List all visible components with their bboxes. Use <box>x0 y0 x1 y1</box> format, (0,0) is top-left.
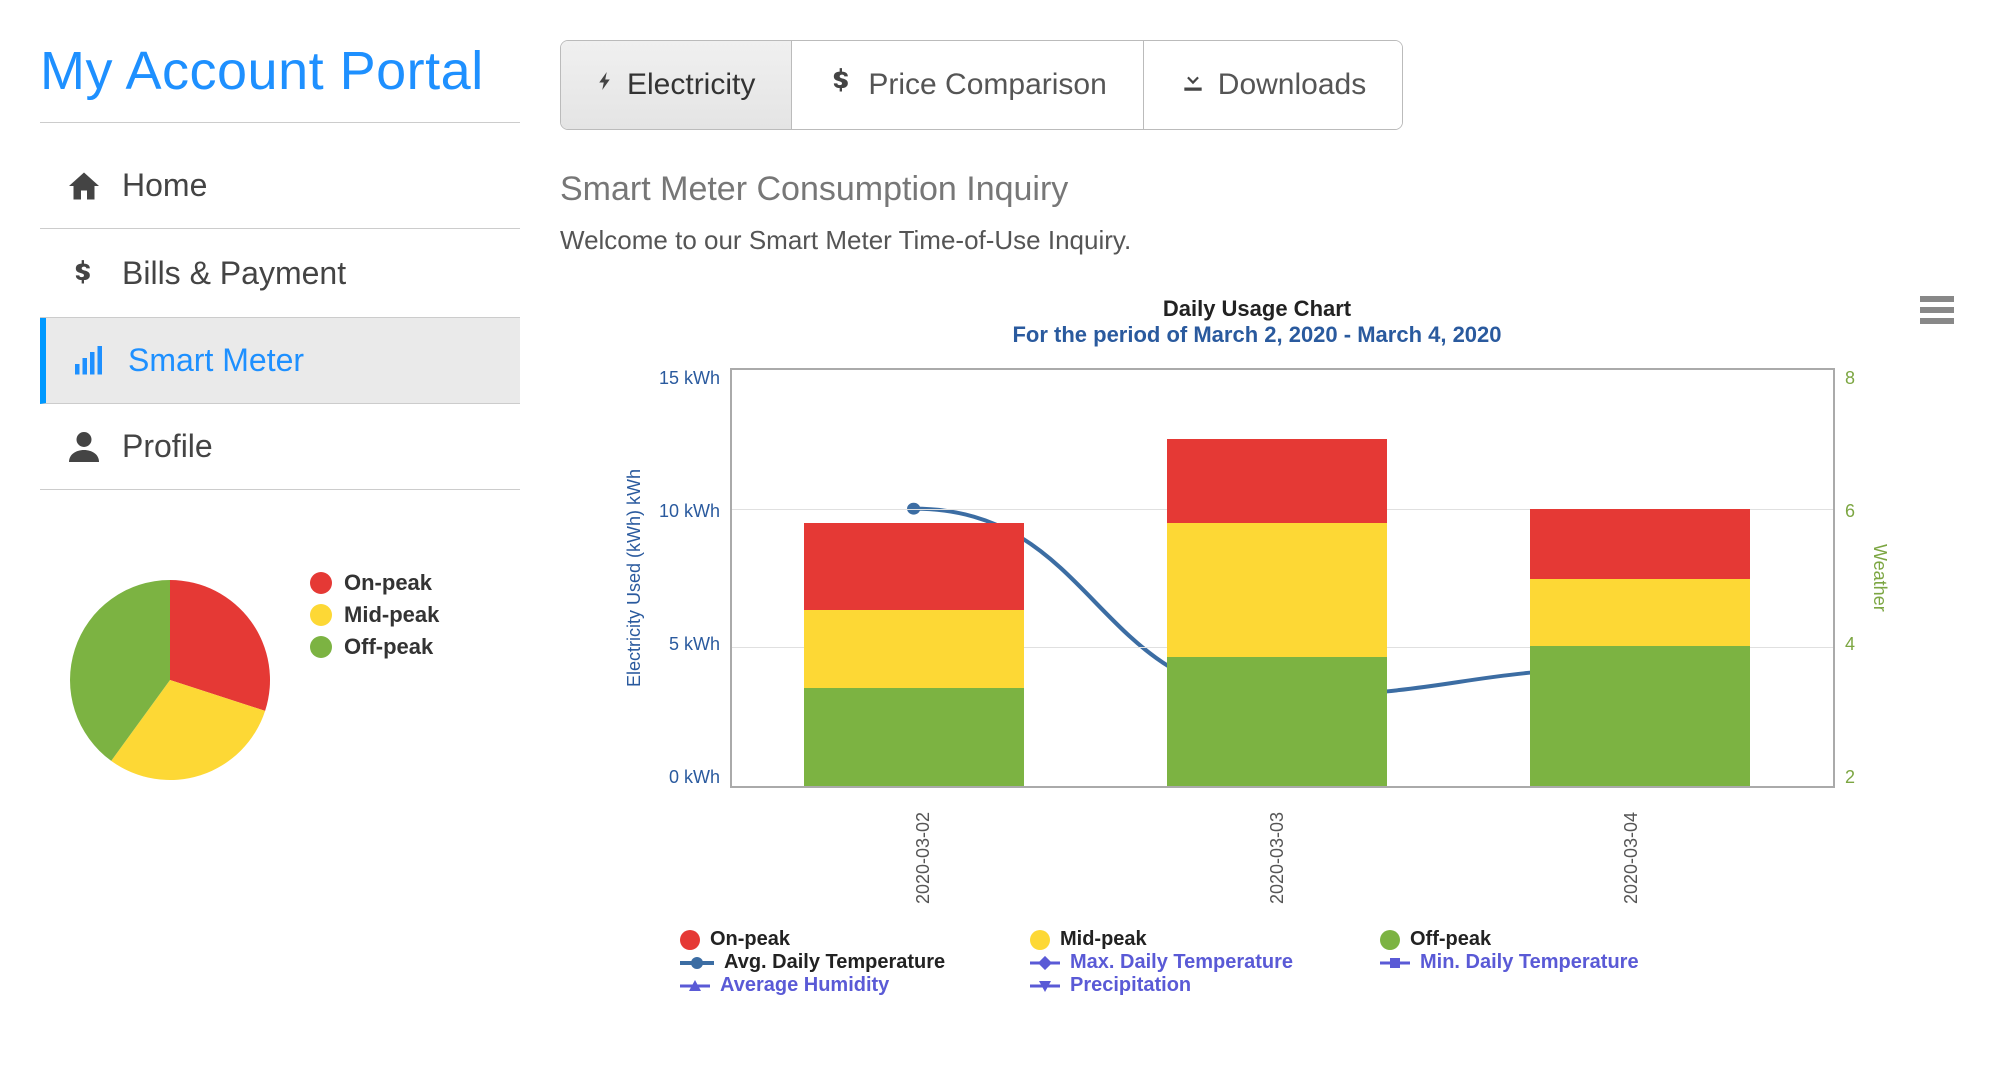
legend-label: On-peak <box>344 570 432 596</box>
x-label: 2020-03-04 <box>1571 681 1691 1035</box>
y-right-tick: 6 <box>1845 501 1855 522</box>
tab-label: Electricity <box>627 68 755 102</box>
x-label: 2020-03-03 <box>1217 681 1337 1035</box>
chart-menu-button[interactable] <box>1920 296 1954 329</box>
tab-price-comparison[interactable]: Price Comparison <box>792 41 1143 129</box>
y-left-tick: 15 kWh <box>659 368 720 389</box>
sidebar: My Account Portal Home Bills & Payment Sma… <box>40 40 520 997</box>
legend-label: Mid-peak <box>344 602 439 628</box>
bar-segment-mid-peak <box>1530 579 1750 646</box>
legend-label: Off-peak <box>344 634 433 660</box>
bolt-icon <box>597 66 615 104</box>
x-label: 2020-03-02 <box>863 681 983 1035</box>
pie-legend-item: Mid-peak <box>310 602 439 628</box>
legend-dot <box>310 604 332 626</box>
legend-label: Off-peak <box>1410 928 1491 951</box>
sidebar-item-bills-payment[interactable]: Bills & Payment <box>40 229 520 318</box>
y-right-tick: 4 <box>1845 634 1855 655</box>
x-axis-labels: 2020-03-022020-03-032020-03-04 <box>746 798 1808 918</box>
dollar-icon <box>64 253 104 293</box>
legend-label: Mid-peak <box>1060 928 1147 951</box>
bar-segment-mid-peak <box>804 610 1024 688</box>
bar-segment-on-peak <box>1530 509 1750 579</box>
bar-segment-on-peak <box>804 523 1024 610</box>
person-icon <box>64 429 104 465</box>
main-content: Electricity Price Comparison Downloads Sma… <box>560 40 1954 997</box>
tab-bar: Electricity Price Comparison Downloads <box>560 40 1403 130</box>
pie-legend: On-peak Mid-peak Off-peak <box>310 570 439 666</box>
bars-icon <box>70 343 110 379</box>
download-icon <box>1180 68 1206 102</box>
tab-label: Downloads <box>1218 68 1366 102</box>
pie-legend-item: On-peak <box>310 570 439 596</box>
dollar-icon <box>828 61 856 109</box>
nav-label: Home <box>122 167 207 204</box>
portal-title: My Account Portal <box>40 40 520 123</box>
y-right-tick: 8 <box>1845 368 1855 389</box>
pie-chart <box>60 570 280 790</box>
tab-label: Price Comparison <box>868 68 1106 102</box>
house-icon <box>64 168 104 204</box>
legend-dot <box>310 572 332 594</box>
nav-label: Profile <box>122 428 213 465</box>
chart-area: Daily Usage Chart For the period of Marc… <box>560 286 1954 997</box>
bar-segment-mid-peak <box>1167 523 1387 657</box>
sidebar-item-profile[interactable]: Profile <box>40 404 520 490</box>
y-left-tick: 5 kWh <box>659 634 720 655</box>
y-left-label: Electricity Used (kWh) kWh <box>620 368 649 788</box>
y-left-tick: 10 kWh <box>659 501 720 522</box>
sidebar-item-home[interactable]: Home <box>40 143 520 229</box>
chart-title: Daily Usage Chart <box>620 296 1894 322</box>
nav-label: Bills & Payment <box>122 255 346 292</box>
page-subtitle: Welcome to our Smart Meter Time-of-Use I… <box>560 225 1954 256</box>
tab-electricity[interactable]: Electricity <box>561 41 792 129</box>
sidebar-nav: Home Bills & Payment Smart Meter Profile <box>40 143 520 490</box>
y-right-ticks: 8 6 4 2 <box>1835 368 1865 788</box>
nav-label: Smart Meter <box>128 342 304 379</box>
chart-subtitle: For the period of March 2, 2020 - March … <box>620 322 1894 348</box>
page-title: Smart Meter Consumption Inquiry <box>560 170 1954 209</box>
y-left-ticks: 15 kWh 10 kWh 5 kWh 0 kWh <box>649 368 730 788</box>
y-left-tick: 0 kWh <box>659 767 720 788</box>
bar-segment-on-peak <box>1167 439 1387 523</box>
legend-label: Precipitation <box>1070 974 1191 997</box>
pie-legend-item: Off-peak <box>310 634 439 660</box>
y-right-label: Weather <box>1865 368 1894 788</box>
y-right-tick: 2 <box>1845 767 1855 788</box>
tab-downloads[interactable]: Downloads <box>1144 41 1402 129</box>
legend-dot <box>310 636 332 658</box>
sidebar-item-smart-meter[interactable]: Smart Meter <box>40 318 520 404</box>
pie-chart-block: On-peak Mid-peak Off-peak <box>40 570 520 790</box>
legend-label: On-peak <box>710 928 790 951</box>
